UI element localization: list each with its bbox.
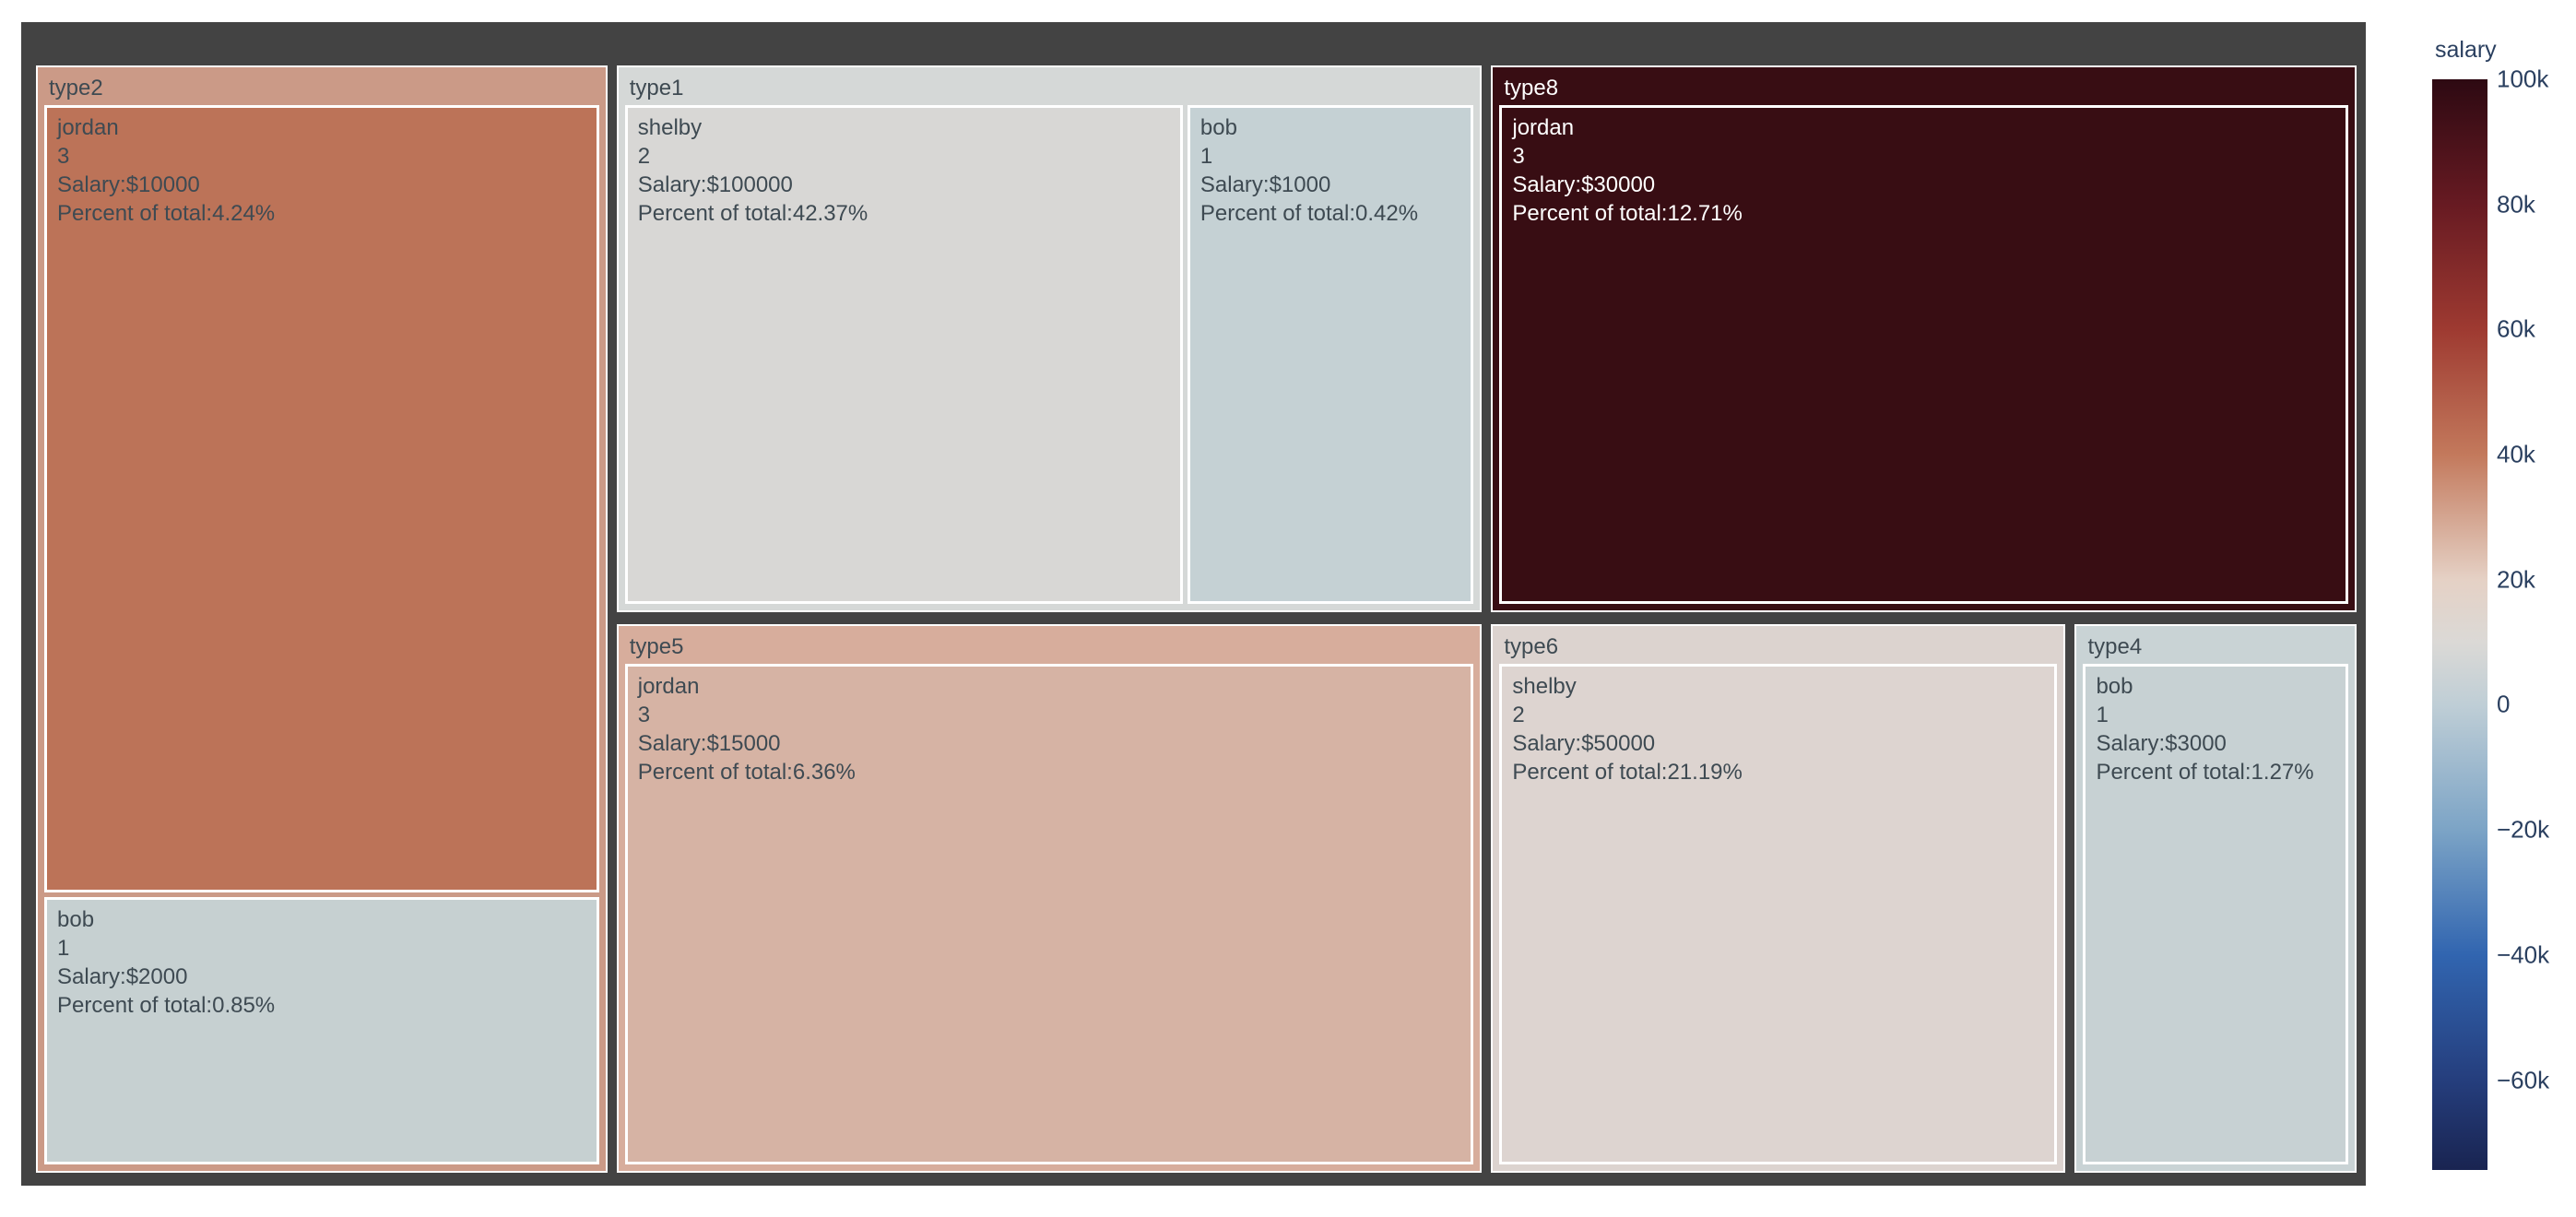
cell-line: Percent of total:21.19% <box>1512 759 1743 785</box>
colorbar-title: salary <box>2435 37 2497 63</box>
colorbar-tick-−60k: −60k <box>2497 1066 2550 1094</box>
cell-line: jordan <box>57 115 119 140</box>
cell-line: 3 <box>57 144 70 169</box>
cell-line: 3 <box>1512 144 1525 169</box>
cell-line: Percent of total:12.71% <box>1512 201 1743 226</box>
cell-line: Percent of total:0.85% <box>57 992 276 1018</box>
cell-line: 3 <box>637 702 651 727</box>
cell-line: 1 <box>57 935 70 961</box>
cell-line: 1 <box>1199 144 1213 169</box>
treemap-cell-type2-bob[interactable]: bob 1 Salary:$2000 Percent of total:0.85% <box>44 896 599 1164</box>
section-label-type8[interactable]: type8 <box>1504 76 1559 100</box>
cell-line: bob <box>57 906 95 932</box>
cell-line: Percent of total:1.27% <box>2096 759 2314 785</box>
cell-line: Salary:$10000 <box>57 172 200 197</box>
treemap-cell-type6-shelby[interactable]: shelby 2 Salary:$50000 Percent of total:21.… <box>1499 663 2058 1164</box>
colorbar-tick-100k: 100k <box>2497 65 2549 93</box>
cell-line: 2 <box>1512 702 1525 727</box>
treemap-column-right: type8 jordan 3 Salary:$30000 Percent of tota… <box>1491 65 2357 1173</box>
treemap-section-type2[interactable]: type2 jordan 3 Salary:$10000 Percent of tota… <box>36 65 608 1173</box>
cell-line: Salary:$3000 <box>2096 730 2227 756</box>
cell-line: Salary:$2000 <box>57 963 188 989</box>
cell-line: Percent of total:4.24% <box>57 201 276 226</box>
treemap-slot-type4: type4 bob 1 Salary:$3000 Percent of total:1.… <box>2074 623 2357 1173</box>
cell-line: shelby <box>637 115 703 140</box>
treemap-cell-type8-jordan[interactable]: jordan 3 Salary:$30000 Percent of total:12.… <box>1499 105 2348 604</box>
cell-line: Salary:$15000 <box>637 730 781 756</box>
section-label-type5[interactable]: type5 <box>629 633 684 659</box>
section-cells-type6: shelby 2 Salary:$50000 Percent of total:21.… <box>1499 663 2058 1164</box>
treemap-section-type6[interactable]: type6 shelby 2 Salary:$50000 Percent of tota… <box>1491 623 2066 1173</box>
treemap-slot-mid-top: type1 shelby 2 Salary:$100000 Percent of tot… <box>616 65 1483 612</box>
treemap-section-type5[interactable]: type5 jordan 3 Salary:$15000 Percent of tota… <box>616 623 1483 1173</box>
treemap-section-type8[interactable]: type8 jordan 3 Salary:$30000 Percent of tota… <box>1491 65 2357 612</box>
colorbar-tick-−40k: −40k <box>2497 940 2550 969</box>
section-label-type6[interactable]: type6 <box>1504 633 1559 659</box>
treemap-body: type2 jordan 3 Salary:$10000 Percent of tota… <box>36 65 2357 1173</box>
treemap-section-type1[interactable]: type1 shelby 2 Salary:$100000 Percent of tot… <box>616 65 1483 612</box>
section-cells-type5: jordan 3 Salary:$15000 Percent of total:6.3… <box>624 663 1474 1164</box>
treemap-section-type4[interactable]: type4 bob 1 Salary:$3000 Percent of total:1.… <box>2074 623 2357 1173</box>
colorbar-tick-20k: 20k <box>2497 565 2535 594</box>
section-cells-type8: jordan 3 Salary:$30000 Percent of total:12.… <box>1499 105 2348 604</box>
treemap-column-left: type2 jordan 3 Salary:$10000 Percent of tota… <box>36 65 608 1173</box>
treemap-slot-right-top: type8 jordan 3 Salary:$30000 Percent of tota… <box>1491 65 2357 612</box>
treemap-column-middle: type1 shelby 2 Salary:$100000 Percent of tot… <box>616 65 1483 1173</box>
treemap-right-bottom-row: type6 shelby 2 Salary:$50000 Percent of tota… <box>1491 623 2357 1173</box>
colorbar-tick-40k: 40k <box>2497 440 2535 468</box>
treemap-cell-type5-jordan[interactable]: jordan 3 Salary:$15000 Percent of total:6.3… <box>624 663 1474 1164</box>
colorbar-tick-60k: 60k <box>2497 314 2535 343</box>
colorbar: 100k 80k 60k 40k 20k 0 −20k −40k −60k <box>2432 65 2549 1170</box>
cell-line: jordan <box>1512 115 1575 140</box>
treemap-cell-type1-bob[interactable]: bob 1 Salary:$1000 Percent of total:0.42% <box>1187 105 1474 604</box>
cell-line: Percent of total:42.37% <box>637 201 869 226</box>
cell-line: 2 <box>637 144 651 169</box>
treemap-cell-type4-bob[interactable]: bob 1 Salary:$3000 Percent of total:1.27% <box>2083 663 2348 1164</box>
section-label-type4[interactable]: type4 <box>2087 633 2143 659</box>
cell-line: 1 <box>2096 702 2109 727</box>
treemap-cell-type1-shelby[interactable]: shelby 2 Salary:$100000 Percent of total:42… <box>624 105 1183 604</box>
cell-line: bob <box>1199 115 1237 140</box>
treemap-slot-type6: type6 shelby 2 Salary:$50000 Percent of tota… <box>1491 623 2066 1173</box>
section-cells-type4: bob 1 Salary:$3000 Percent of total:1.27% <box>2083 663 2348 1164</box>
treemap-slot-right-bottom: type6 shelby 2 Salary:$50000 Percent of tota… <box>1491 623 2357 1173</box>
cell-line: Salary:$100000 <box>637 172 793 197</box>
cell-line: Percent of total:6.36% <box>637 759 856 785</box>
treemap-root: type2 jordan 3 Salary:$10000 Percent of tota… <box>21 22 2366 1186</box>
colorbar-ticks: 100k 80k 60k 40k 20k 0 −20k −40k −60k <box>2497 65 2576 1170</box>
section-cells-type1: shelby 2 Salary:$100000 Percent of total:42… <box>624 105 1474 604</box>
cell-line: jordan <box>637 673 700 699</box>
cell-line: shelby <box>1512 673 1577 699</box>
cell-line: Percent of total:0.42% <box>1199 201 1419 226</box>
cell-line: bob <box>2096 673 2133 699</box>
cell-line: Salary:$30000 <box>1512 172 1656 197</box>
colorbar-tick-−20k: −20k <box>2497 815 2550 844</box>
treemap-cell-type2-jordan[interactable]: jordan 3 Salary:$10000 Percent of total:4.2… <box>44 105 599 892</box>
section-label-type1[interactable]: type1 <box>629 76 684 100</box>
colorbar-tick-80k: 80k <box>2497 190 2535 219</box>
treemap-slot-mid-bottom: type5 jordan 3 Salary:$15000 Percent of tota… <box>616 623 1483 1173</box>
cell-line: Salary:$1000 <box>1199 172 1331 197</box>
section-label-type2[interactable]: type2 <box>49 76 103 100</box>
colorbar-gradient <box>2432 79 2487 1170</box>
cell-line: Salary:$50000 <box>1512 730 1656 756</box>
section-cells-type2: jordan 3 Salary:$10000 Percent of total:4.2… <box>44 105 599 1164</box>
colorbar-tick-0: 0 <box>2497 690 2511 718</box>
